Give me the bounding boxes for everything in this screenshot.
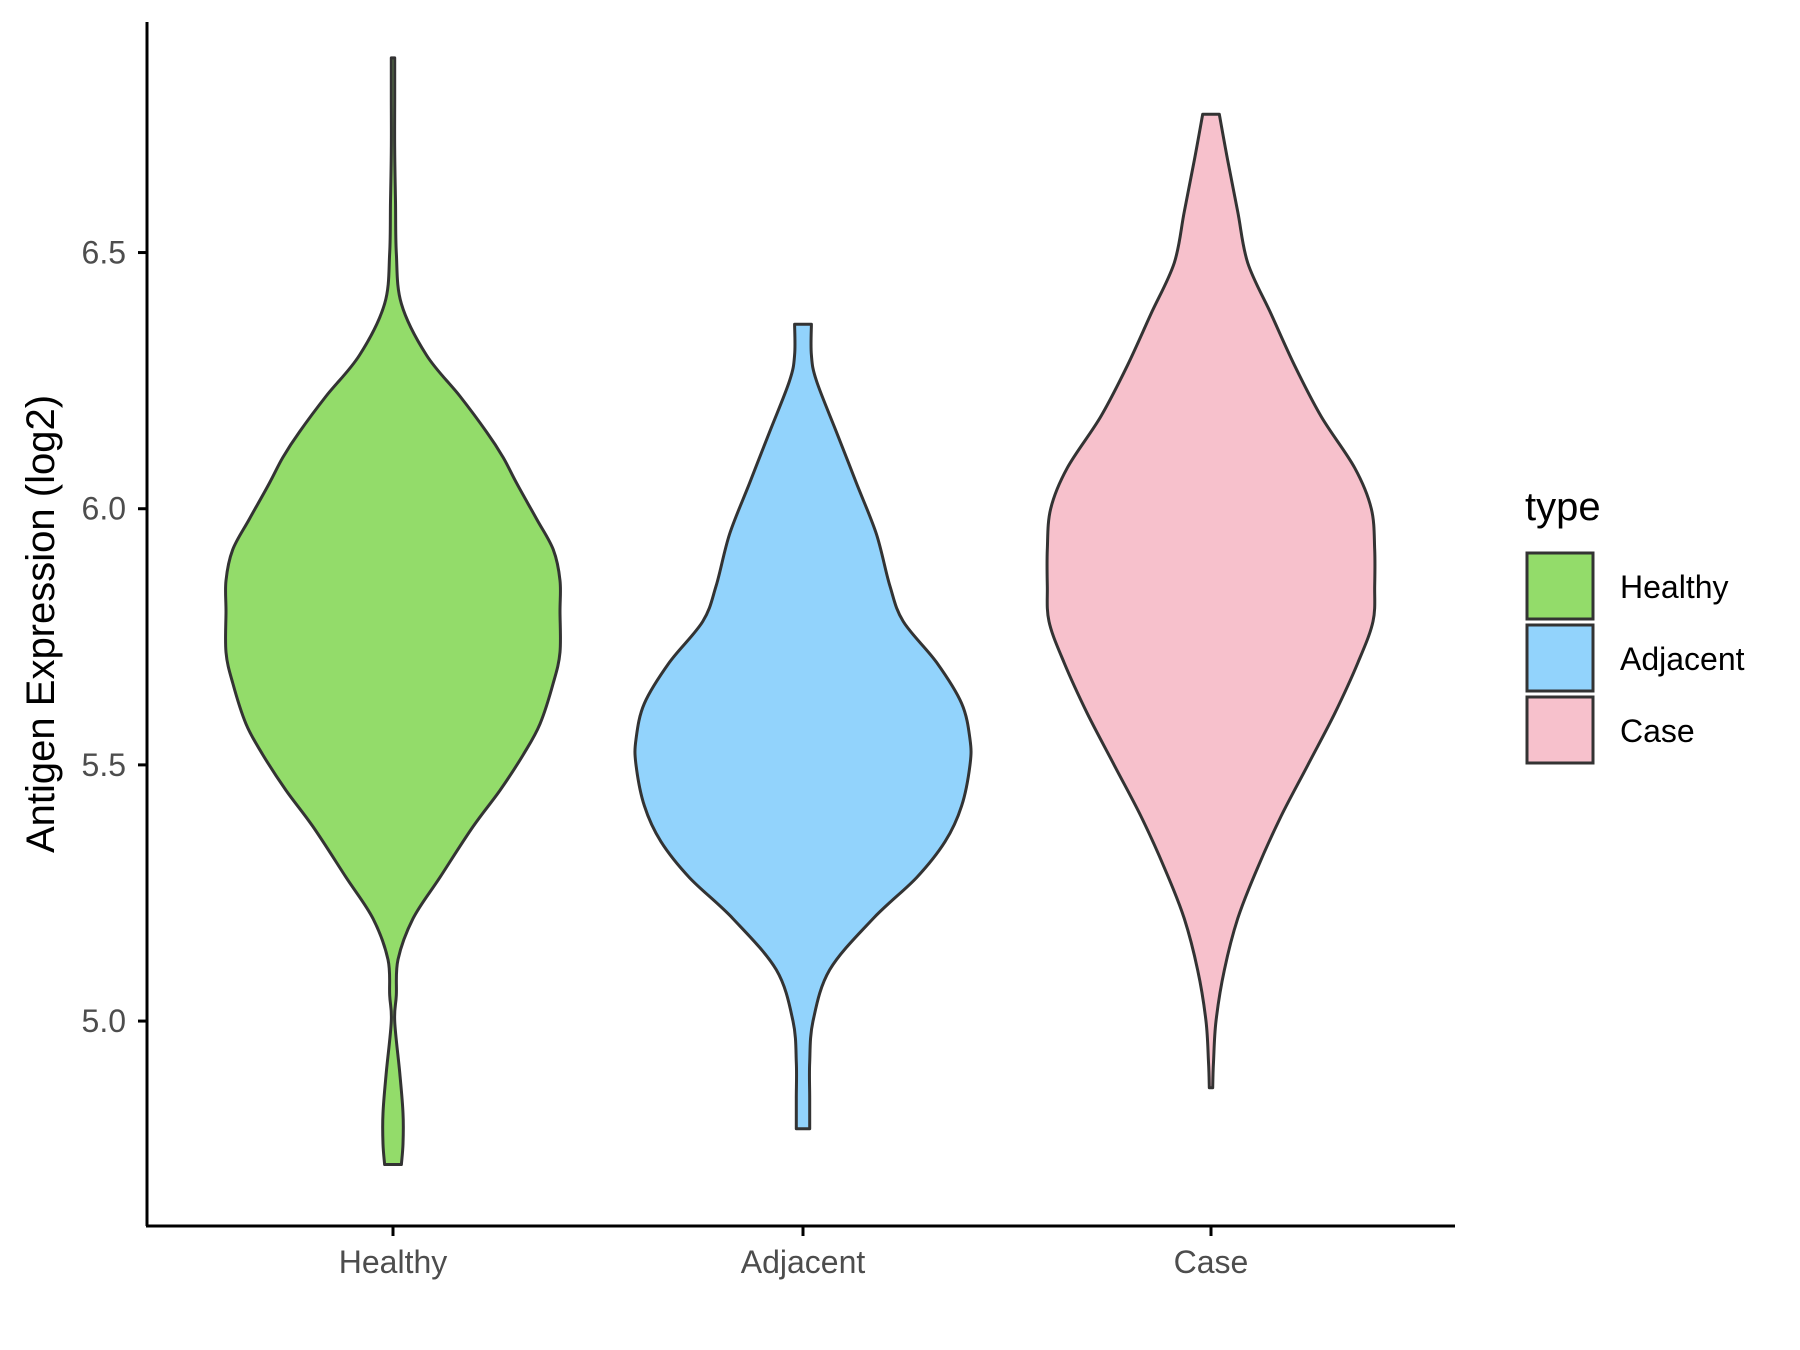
y-tick-label: 5.0 (82, 1003, 126, 1039)
violin-layer (224, 56, 1377, 1166)
y-ticks: 5.0 5.5 6.0 6.5 (82, 235, 147, 1039)
x-tick-label: Healthy (339, 1244, 448, 1280)
legend-key-healthy (1525, 551, 1595, 621)
y-tick-label: 6.5 (82, 235, 126, 271)
y-tick-label: 5.5 (82, 747, 126, 783)
legend-items: Healthy Adjacent Case (1525, 551, 1745, 765)
legend-label-case: Case (1620, 713, 1695, 749)
legend: type Healthy Adjacent Case (1525, 485, 1745, 765)
x-ticks: Healthy Adjacent Case (339, 1226, 1249, 1280)
x-tick-label: Case (1174, 1244, 1249, 1280)
legend-key-adjacent (1525, 623, 1595, 693)
legend-key-case (1525, 695, 1595, 765)
y-tick-label: 6.0 (82, 491, 126, 527)
legend-label-adjacent: Adjacent (1620, 641, 1745, 677)
x-tick-label: Adjacent (741, 1244, 866, 1280)
violin-adjacent (633, 322, 973, 1131)
violin-case (1045, 112, 1377, 1090)
violin-healthy (224, 56, 562, 1166)
legend-title: type (1525, 485, 1601, 529)
axes (145, 22, 1455, 1228)
y-axis-title: Antigen Expression (log2) (19, 395, 63, 853)
legend-label-healthy: Healthy (1620, 569, 1729, 605)
